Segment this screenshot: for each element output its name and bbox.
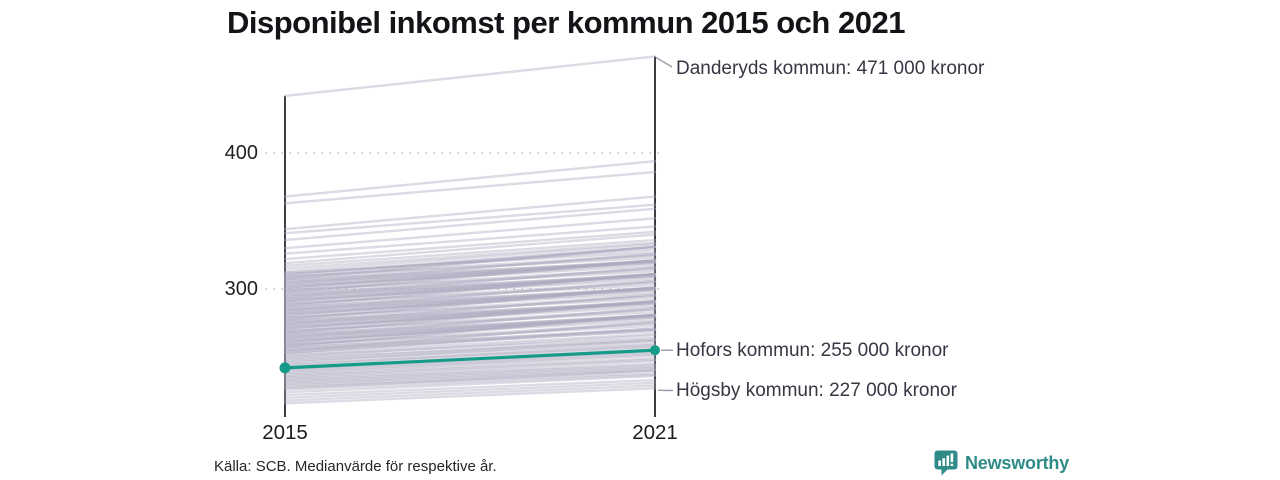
annotation-connectors (655, 56, 674, 392)
source-note: Källa: SCB. Medianvärde för respektive å… (214, 458, 497, 475)
newsworthy-logo-icon (934, 450, 958, 476)
annotation-danderyd: Danderyds kommun: 471 000 kronor (676, 58, 985, 79)
annotation-hofors: Hofors kommun: 255 000 kronor (676, 340, 949, 361)
x-axis-label-2021: 2021 (632, 421, 678, 444)
x-axis-label-2015: 2015 (262, 421, 308, 444)
chart-title: Disponibel inkomst per kommun 2015 och 2… (227, 5, 905, 40)
branding-name: Newsworthy (965, 452, 1070, 473)
branding: Newsworthy (934, 450, 1069, 476)
annotation-hogsby: Högsby kommun: 227 000 kronor (676, 380, 957, 401)
y-axis-tick-300: 300 (224, 278, 258, 300)
y-axis-tick-400: 400 (224, 142, 258, 164)
gridlines (265, 152, 665, 290)
background-municipality-lines (283, 55, 657, 405)
highlighted-series-line (279, 345, 660, 374)
